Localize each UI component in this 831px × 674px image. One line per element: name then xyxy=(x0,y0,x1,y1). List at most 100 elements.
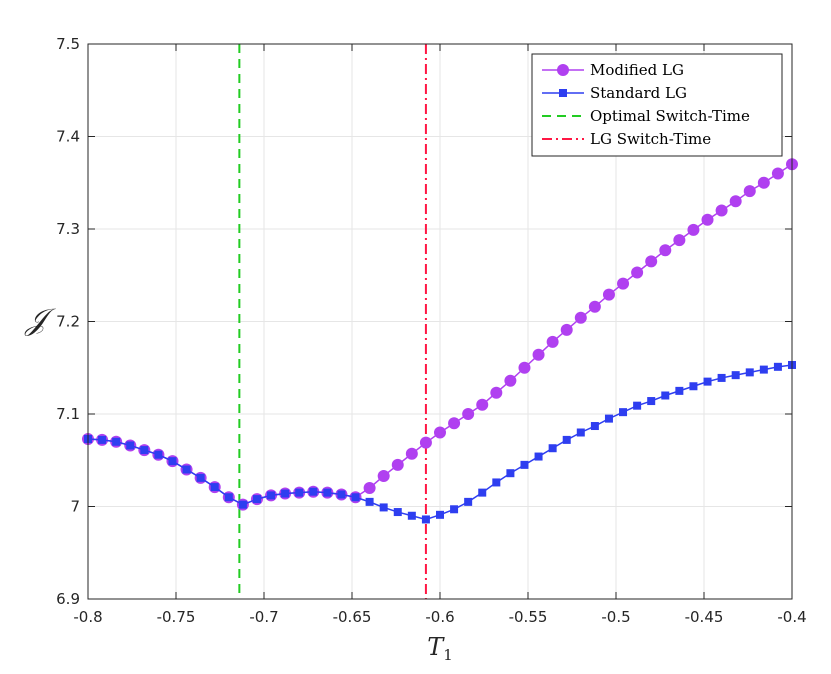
x-tick-label: -0.65 xyxy=(333,608,372,626)
y-tick-label: 7.2 xyxy=(56,313,80,331)
data-point xyxy=(715,204,728,217)
data-point xyxy=(295,488,304,497)
data-point xyxy=(520,460,529,469)
axis-ticks xyxy=(87,43,793,600)
data-point xyxy=(140,446,149,455)
data-point xyxy=(617,277,630,290)
data-point xyxy=(351,493,360,502)
y-tick-label: 7.5 xyxy=(56,35,80,53)
x-tick-label: -0.6 xyxy=(425,608,454,626)
legend-label: Standard LG xyxy=(590,84,687,102)
data-point xyxy=(645,255,658,268)
data-point xyxy=(771,167,784,180)
data-point xyxy=(365,497,374,506)
series-layer xyxy=(82,158,798,524)
data-point xyxy=(717,373,726,382)
data-point xyxy=(689,382,698,391)
data-point xyxy=(574,311,587,324)
legend-marker xyxy=(557,64,569,76)
y-tick-labels: 6.9 7 7.1 7.2 7.3 7.4 7.5 xyxy=(56,35,80,608)
data-point xyxy=(631,266,644,279)
data-point xyxy=(562,435,571,444)
data-point xyxy=(405,447,418,460)
switch-time-lines xyxy=(238,44,427,599)
data-point xyxy=(126,441,135,450)
data-point xyxy=(281,489,290,498)
data-point xyxy=(421,515,430,524)
legend-box xyxy=(531,53,783,157)
data-point xyxy=(450,505,459,514)
x-tick-label: -0.8 xyxy=(73,608,102,626)
x-tick-label: -0.5 xyxy=(601,608,630,626)
legend-label: LG Switch-Time xyxy=(590,130,711,148)
data-point xyxy=(434,426,446,439)
data-point xyxy=(506,469,515,478)
data-point xyxy=(238,500,247,509)
y-tick-label: 7.3 xyxy=(56,220,80,238)
legend-marker xyxy=(559,89,567,97)
x-tick-label: -0.4 xyxy=(777,608,806,626)
data-point xyxy=(309,487,318,496)
data-point xyxy=(576,428,585,437)
data-point xyxy=(377,469,390,482)
data-point xyxy=(224,493,233,502)
data-point xyxy=(419,436,432,449)
legend-item: Modified LG xyxy=(542,61,684,79)
x-tick-label: -0.7 xyxy=(249,608,278,626)
legend-label: Modified LG xyxy=(590,61,684,79)
data-point xyxy=(337,490,346,499)
data-point xyxy=(154,450,163,459)
data-point xyxy=(590,422,599,431)
data-point xyxy=(604,414,613,423)
data-point xyxy=(647,397,656,406)
data-point xyxy=(391,458,404,471)
data-point xyxy=(518,361,531,374)
data-point xyxy=(267,491,276,500)
y-tick-label: 7.1 xyxy=(56,405,80,423)
data-point xyxy=(701,213,714,226)
data-point xyxy=(759,365,768,374)
data-point xyxy=(393,508,402,517)
data-point xyxy=(729,195,742,208)
data-point xyxy=(745,368,754,377)
data-point xyxy=(673,234,686,247)
data-point xyxy=(659,244,672,257)
data-point xyxy=(687,223,700,236)
data-point xyxy=(478,488,487,497)
legend-item: Standard LG xyxy=(542,84,687,102)
data-point xyxy=(588,300,601,313)
data-point xyxy=(619,408,628,417)
legend-item: LG Switch-Time xyxy=(542,130,711,148)
data-point xyxy=(379,503,388,512)
y-tick-label: 7 xyxy=(70,498,80,516)
data-point xyxy=(476,398,489,411)
data-point xyxy=(210,483,219,492)
data-point xyxy=(182,465,191,474)
y-tick-label: 7.4 xyxy=(56,128,80,146)
data-point xyxy=(532,348,545,361)
data-point xyxy=(633,401,642,410)
data-point xyxy=(490,386,503,399)
data-point xyxy=(534,452,543,461)
x-tick-label: -0.75 xyxy=(157,608,196,626)
data-point xyxy=(773,362,782,371)
data-point xyxy=(504,374,517,387)
x-tick-label: -0.55 xyxy=(509,608,548,626)
standard-lg-series xyxy=(84,360,796,524)
data-point xyxy=(661,391,670,400)
data-point xyxy=(602,288,615,301)
data-point xyxy=(560,323,573,336)
data-point xyxy=(757,176,770,189)
data-point xyxy=(492,478,501,487)
data-point xyxy=(196,473,205,482)
data-point xyxy=(363,482,376,494)
data-point xyxy=(703,377,712,386)
legend-item: Optimal Switch-Time xyxy=(542,107,750,125)
data-point xyxy=(448,417,461,430)
data-point xyxy=(323,488,332,497)
data-point xyxy=(548,444,557,453)
x-axis-label: T1 xyxy=(427,633,453,664)
data-point xyxy=(675,386,684,395)
data-point xyxy=(462,408,475,420)
